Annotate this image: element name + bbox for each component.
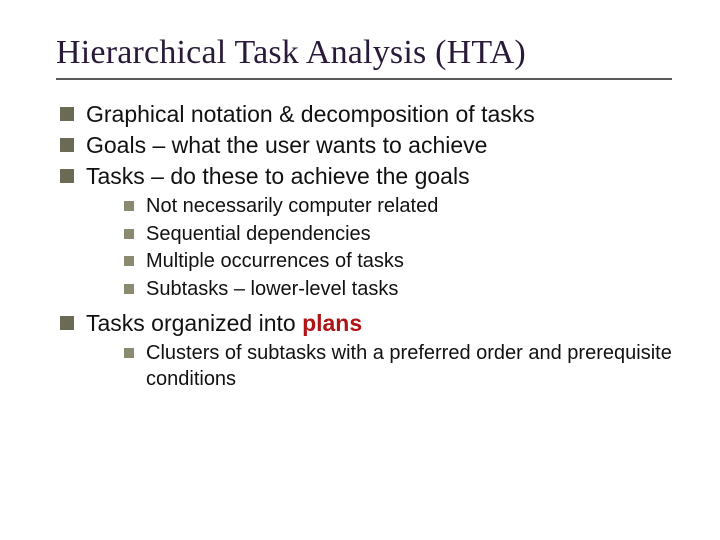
bullet-item: Tasks organized into plans Clusters of s… [60,309,672,393]
plans-word: plans [302,310,362,336]
slide: Hierarchical Task Analysis (HTA) Graphic… [0,0,720,540]
title-rule [56,78,672,80]
bullet-item: Goals – what the user wants to achieve [60,131,672,160]
bullet-text: Tasks – do these to achieve the goals [86,163,470,189]
bullet-subitem: Not necessarily computer related [124,194,672,220]
bullet-list-lvl2: Not necessarily computer related Sequent… [86,194,672,302]
bullet-subitem: Multiple occurrences of tasks [124,249,672,275]
bullet-item: Graphical notation & decomposition of ta… [60,100,672,129]
bullet-text-pre: Tasks organized into [86,310,302,336]
bullet-subitem: Clusters of subtasks with a preferred or… [124,341,672,392]
bullet-item: Tasks – do these to achieve the goals No… [60,162,672,303]
bullet-list-lvl2: Clusters of subtasks with a preferred or… [86,341,672,392]
bullet-subitem: Subtasks – lower-level tasks [124,277,672,303]
bullet-list-lvl1: Graphical notation & decomposition of ta… [56,100,672,393]
bullet-subitem: Sequential dependencies [124,222,672,248]
slide-title: Hierarchical Task Analysis (HTA) [56,34,672,72]
